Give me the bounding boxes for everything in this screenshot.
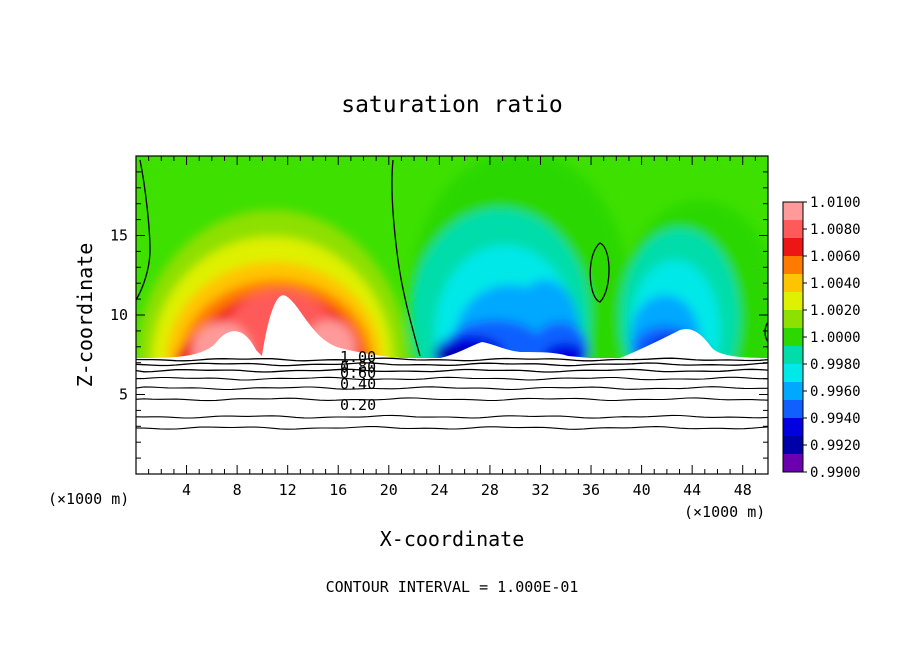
- contour-line-4: [136, 376, 769, 381]
- colorbar-swatch: [783, 238, 803, 257]
- x-unit-left: (×1000 m): [48, 490, 129, 508]
- x-tick-label: 20: [380, 481, 398, 499]
- contour-label-4: 0.40: [340, 375, 376, 393]
- contour-line-7: [135, 414, 769, 419]
- colorbar-swatch: [783, 418, 803, 437]
- colorbar-swatch: [783, 328, 803, 347]
- colorbar-label: 0.9940: [810, 411, 861, 427]
- colorbar-swatch: [783, 382, 803, 401]
- y-tick-label: 15: [110, 227, 128, 245]
- x-tick-labels: 4 8 12 16 20 24 28 32 36 40 44 48: [182, 481, 752, 499]
- y-tick-label: 10: [110, 306, 128, 324]
- x-unit-right: (×1000 m): [684, 503, 765, 521]
- contour-label-1: 1.00: [340, 348, 376, 366]
- chart-title: saturation ratio: [341, 92, 563, 118]
- contour-line-8: [135, 426, 769, 430]
- colorbar-label: 0.9960: [810, 384, 861, 400]
- colorbar-label: 0.9980: [810, 357, 861, 373]
- colorbar: [782, 201, 807, 473]
- x-tick-label: 44: [683, 481, 701, 499]
- colorbar-swatch: [783, 400, 803, 419]
- colorbar-label: 1.0020: [810, 303, 861, 319]
- x-tick-label: 32: [531, 481, 549, 499]
- x-tick-label: 24: [430, 481, 448, 499]
- colorbar-swatch: [783, 256, 803, 275]
- x-tick-label: 28: [481, 481, 499, 499]
- x-tick-label: 4: [182, 481, 191, 499]
- colorbar-swatch: [783, 364, 803, 383]
- y-tick-labels: 5 10 15: [110, 227, 128, 404]
- colorbar-label: 0.9920: [810, 438, 861, 454]
- colorbar-label: 1.0060: [810, 249, 861, 265]
- colorbar-swatch: [783, 454, 803, 473]
- colorbar-swatch: [783, 274, 803, 293]
- contour-labels: 1.00 0.80 0.60 0.40 0.20: [340, 348, 376, 414]
- colorbar-swatch: [783, 202, 803, 221]
- x-tick-label: 36: [582, 481, 600, 499]
- colorbar-swatch: [783, 220, 803, 239]
- saturation-field: [136, 156, 768, 358]
- colorbar-label: 1.0040: [810, 276, 861, 292]
- contour-label-5: 0.20: [340, 396, 376, 414]
- x-tick-label: 12: [279, 481, 297, 499]
- colorbar-swatch: [783, 346, 803, 365]
- contour-line-3: [135, 368, 769, 373]
- x-tick-label: 48: [734, 481, 752, 499]
- contour-line-6: [135, 397, 769, 402]
- contour-label-3: 0.60: [340, 364, 376, 382]
- colorbar-label: 0.9900: [810, 465, 861, 481]
- colorbar-labels: 1.0100 1.0080 1.0060 1.0040 1.0020 1.0000 0.99…: [810, 195, 861, 481]
- contour-line-5: [135, 386, 768, 391]
- x-axis-label: X-coordinate: [380, 527, 525, 551]
- colorbar-swatch: [783, 292, 803, 311]
- contour-line-2: [135, 362, 769, 367]
- colorbar-label: 1.0080: [810, 222, 861, 238]
- y-tick-label: 5: [119, 386, 128, 404]
- contour-label-2: 0.80: [340, 358, 376, 376]
- x-tick-label: 40: [633, 481, 651, 499]
- x-tick-label: 8: [233, 481, 242, 499]
- y-axis-label: Z-coordinate: [73, 243, 97, 388]
- contour-interval-footer: CONTOUR INTERVAL = 1.000E-01: [326, 578, 579, 596]
- colorbar-label: 1.0000: [810, 330, 861, 346]
- colorbar-label: 1.0100: [810, 195, 861, 211]
- axis-ticks: [136, 156, 768, 474]
- colorbar-swatch: [783, 310, 803, 329]
- contour-lines: [135, 357, 769, 430]
- contour-line-1: [135, 357, 769, 362]
- colorbar-swatch: [783, 436, 803, 455]
- x-tick-label: 16: [329, 481, 347, 499]
